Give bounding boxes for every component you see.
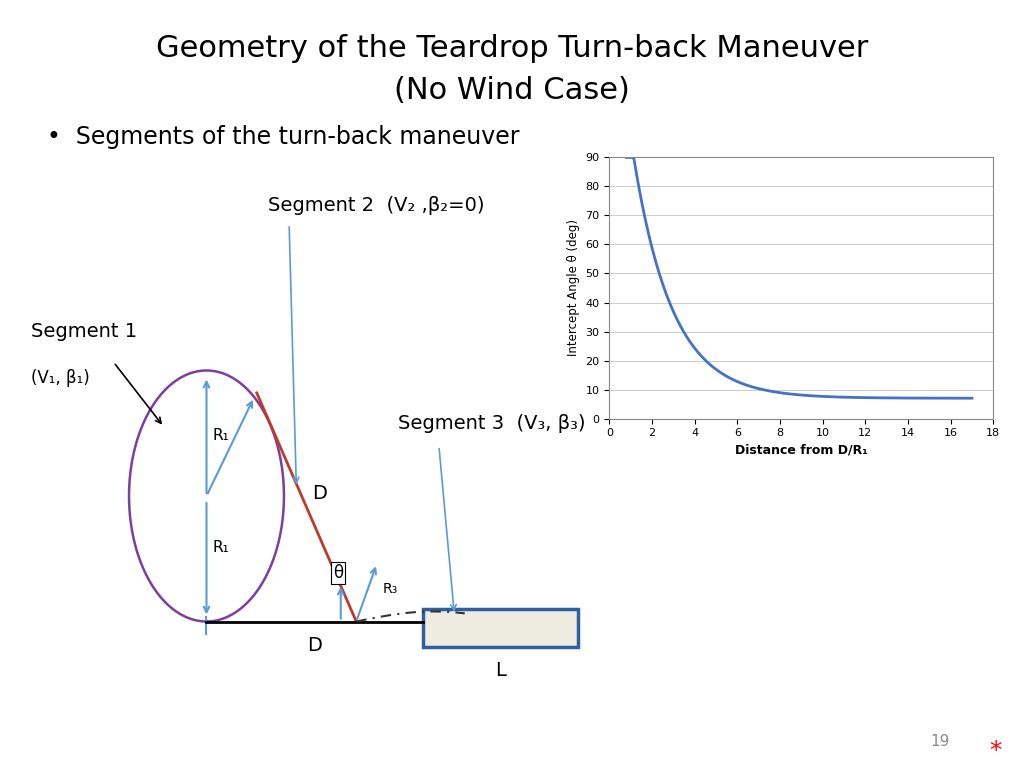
- Text: R₁: R₁: [213, 428, 229, 442]
- Text: *: *: [989, 739, 1001, 763]
- Text: Segment 1: Segment 1: [31, 322, 137, 341]
- Text: D: D: [312, 484, 327, 503]
- Text: Segment 2  (V₂ ,β₂=0): Segment 2 (V₂ ,β₂=0): [268, 197, 485, 216]
- Text: (No Wind Case): (No Wind Case): [394, 76, 630, 104]
- Text: Geometry of the Teardrop Turn-back Maneuver: Geometry of the Teardrop Turn-back Maneu…: [156, 35, 868, 64]
- Text: 19: 19: [931, 734, 949, 750]
- X-axis label: Distance from D/R₁: Distance from D/R₁: [735, 444, 867, 457]
- Text: R₁: R₁: [213, 541, 229, 555]
- Text: R₃: R₃: [383, 581, 398, 595]
- Text: •  Segments of the turn-back maneuver: • Segments of the turn-back maneuver: [47, 125, 519, 150]
- Text: θ: θ: [333, 564, 343, 582]
- Bar: [423, 609, 579, 647]
- Text: Segment 3  (V₃, β₃): Segment 3 (V₃, β₃): [397, 414, 585, 433]
- Text: L: L: [496, 661, 506, 680]
- Text: D: D: [307, 636, 323, 655]
- Y-axis label: Intercept Angle θ (deg): Intercept Angle θ (deg): [567, 220, 580, 356]
- Text: (V₁, β₁): (V₁, β₁): [31, 369, 90, 387]
